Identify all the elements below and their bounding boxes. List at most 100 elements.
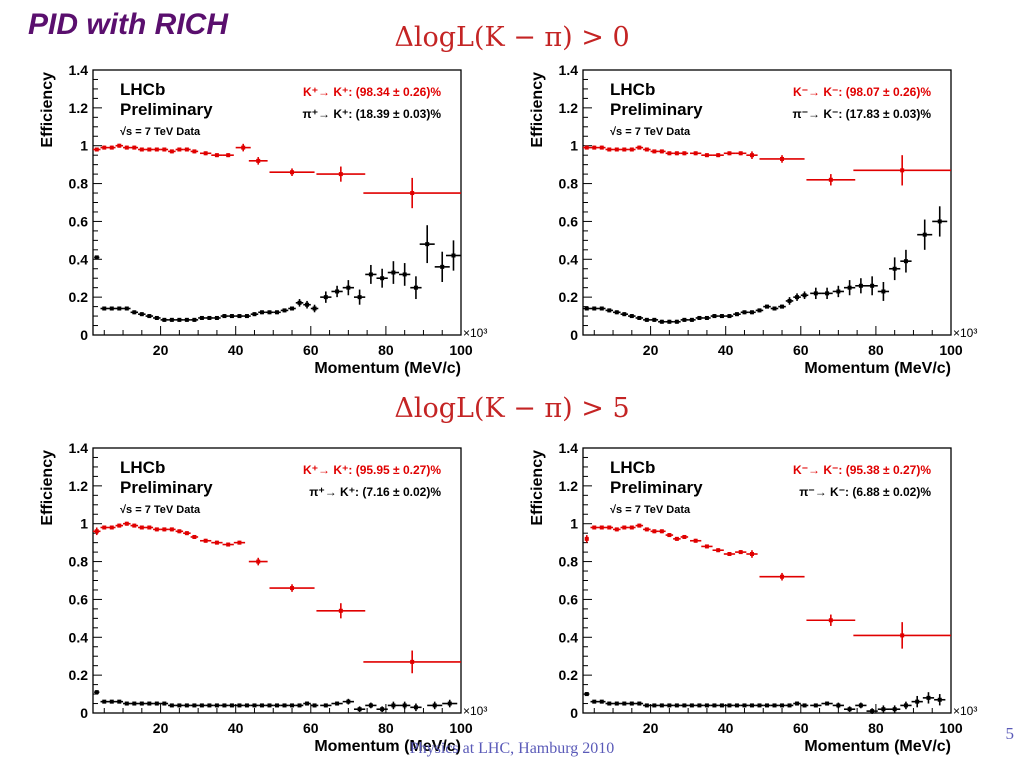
marker: [102, 145, 107, 150]
data-point-red: [108, 145, 116, 150]
marker: [241, 145, 246, 150]
data-point-black: [733, 312, 741, 317]
x-axis-label: Momentum (MeV/c): [804, 360, 951, 377]
data-point-black: [911, 695, 923, 708]
marker: [177, 529, 182, 534]
marker: [825, 291, 830, 296]
marker: [734, 312, 739, 317]
data-point-black: [100, 699, 109, 704]
marker: [154, 527, 159, 532]
data-point-red: [153, 527, 161, 532]
marker: [124, 145, 129, 150]
marker: [734, 703, 739, 708]
marker: [147, 314, 152, 319]
marker: [757, 308, 762, 313]
data-point-black: [100, 306, 109, 311]
y-tick-label: 0.8: [559, 554, 579, 570]
data-point-black: [130, 310, 139, 315]
marker: [637, 523, 642, 528]
data-point-red: [598, 145, 606, 150]
marker: [102, 525, 107, 530]
plot-bottom-left: 0 0.2 0.4 0.6 0.8 1 1.2 1.4 20 40 60 80 100 ×10³ Momen…: [39, 440, 487, 755]
marker: [132, 701, 137, 706]
data-point-black: [855, 702, 867, 709]
data-point-red: [269, 584, 315, 592]
marker: [214, 315, 219, 320]
plot-top-left: 0 0.2 0.4 0.6 0.8 1 1.2 1.4 20 40 60 80 100 ×10³ Momen…: [39, 62, 487, 377]
y-tick-label: 1.2: [69, 478, 89, 494]
marker: [592, 145, 597, 150]
data-point-red: [115, 523, 124, 528]
marker: [147, 701, 152, 706]
y-tick-label: 0: [80, 327, 88, 343]
marker: [169, 317, 174, 322]
data-point-red: [643, 527, 651, 532]
marker: [765, 703, 769, 708]
marker: [94, 255, 99, 260]
marker: [607, 147, 612, 152]
data-point-red: [363, 650, 461, 674]
data-point-black: [250, 703, 259, 708]
marker: [870, 709, 875, 714]
marker: [297, 300, 302, 305]
marker: [147, 525, 152, 530]
data-point-black: [115, 699, 124, 704]
data-point-black: [793, 293, 801, 301]
marker: [402, 272, 407, 277]
data-point-red: [723, 552, 736, 556]
data-point-black: [153, 315, 161, 320]
data-point-red: [635, 145, 644, 150]
data-point-red: [628, 147, 636, 152]
marker: [749, 552, 754, 556]
marker: [644, 147, 649, 152]
experiment-label: LHCb: [610, 458, 655, 477]
data-point-red: [222, 153, 234, 158]
data-point-black: [220, 703, 229, 708]
marker: [719, 703, 724, 708]
marker: [267, 703, 272, 708]
marker: [780, 156, 785, 161]
marker: [825, 701, 830, 706]
x-tick-label: 40: [228, 720, 244, 736]
data-point-black: [205, 703, 214, 708]
data-point-black: [410, 276, 422, 300]
marker: [312, 703, 317, 708]
marker: [139, 701, 144, 706]
marker: [117, 523, 122, 528]
marker: [599, 306, 604, 311]
marker: [716, 153, 721, 158]
data-point-red: [211, 540, 223, 545]
marker: [697, 703, 702, 708]
marker: [704, 703, 709, 708]
page-number: 5: [1005, 724, 1015, 743]
data-point-red: [200, 538, 212, 543]
data-point-black: [628, 701, 636, 706]
data-point-black: [613, 701, 621, 706]
marker: [229, 703, 234, 708]
marker: [858, 703, 863, 708]
data-point-black: [235, 314, 244, 319]
marker: [214, 540, 219, 545]
data-point-red: [138, 525, 146, 530]
marker: [410, 191, 415, 196]
data-point-red: [643, 147, 651, 152]
marker: [693, 151, 698, 156]
x-tick-label: 20: [643, 342, 659, 358]
data-point-black: [434, 251, 450, 282]
marker: [237, 314, 242, 319]
x-axis-label: Momentum (MeV/c): [314, 738, 461, 755]
legend-black-entry: π⁻→ K⁻: (17.83 ± 0.03)%: [793, 107, 932, 121]
experiment-label: LHCb: [120, 80, 165, 99]
data-point-red: [665, 533, 674, 538]
data-point-black: [258, 703, 266, 708]
marker: [109, 306, 114, 311]
data-point-black: [643, 703, 651, 708]
marker: [629, 701, 634, 706]
y-tick-label: 0.6: [559, 591, 579, 607]
data-point-black: [138, 701, 146, 706]
marker: [622, 701, 627, 706]
marker: [380, 707, 385, 712]
marker: [267, 310, 272, 315]
y-tick-label: 0.2: [559, 667, 579, 683]
marker: [693, 538, 698, 543]
